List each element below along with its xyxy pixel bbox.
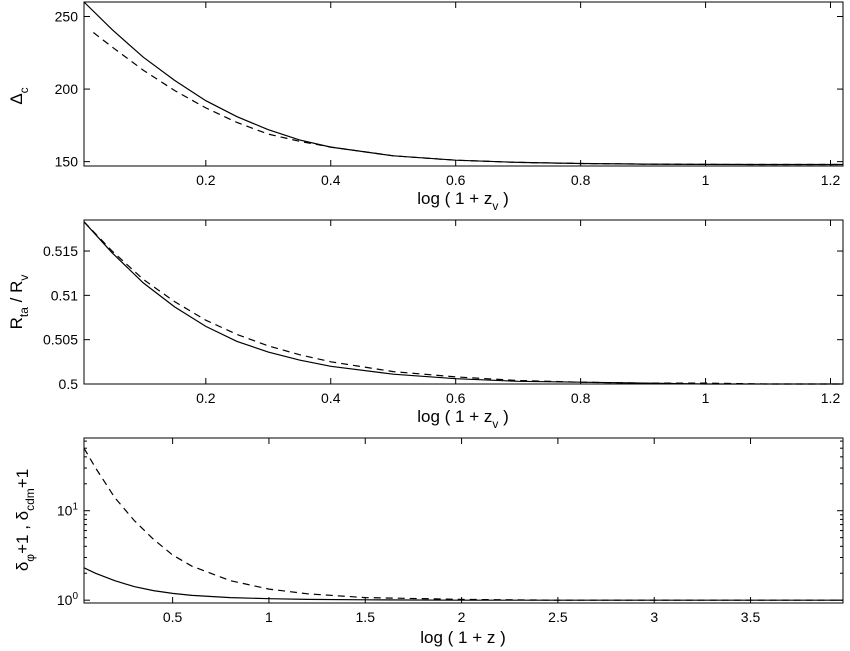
x-axis-label: log ( 1 + z ): [420, 628, 506, 647]
x-tick-label: 3: [650, 609, 658, 625]
y-tick-label: 0.5: [59, 376, 79, 392]
y-tick-label: 0.515: [43, 243, 78, 259]
x-tick-label: 0.4: [321, 172, 341, 188]
x-tick-label: 1: [702, 390, 710, 406]
series-line-solid: [83, 221, 843, 385]
y-tick-label: 150: [55, 154, 79, 170]
chart-panel-1: 0.2 0.4 0.6 0.8 1 1.2 150 200 250 log ( 1 + zv ) Δ…: [7, 1, 844, 213]
x-tick-label: 0.8: [571, 390, 591, 406]
y-axis-label: Δc: [7, 87, 31, 104]
x-tick-label: 0.2: [196, 172, 216, 188]
x-tick-label: 0.6: [446, 172, 466, 188]
x-axis-label: log ( 1 + zv ): [417, 407, 509, 431]
series-line-dashed: [83, 447, 843, 601]
y-tick-label: 100: [57, 591, 79, 608]
y-tick-label: 250: [55, 9, 79, 25]
x-tick-label: 1.2: [821, 390, 841, 406]
x-tick-label: 0.2: [196, 390, 216, 406]
y-tick-label: 0.505: [43, 332, 78, 348]
x-tick-label: 2.5: [548, 609, 568, 625]
x-tick-label: 0.4: [321, 390, 341, 406]
series-line-dashed: [93, 32, 843, 166]
x-tick-label: 0.6: [446, 390, 466, 406]
x-tick-label: 1: [265, 609, 273, 625]
x-tick-label: 0.5: [163, 609, 183, 625]
x-axis-label: log ( 1 + zv ): [417, 189, 509, 213]
series-line-solid: [83, 1, 843, 166]
plot-frame: [83, 1, 844, 167]
x-tick-label: 2: [458, 609, 466, 625]
x-tick-label: 3.5: [741, 609, 761, 625]
series-line-solid: [83, 567, 843, 601]
plot-frame: [83, 437, 844, 604]
x-tick-label: 1: [702, 172, 710, 188]
x-tick-label: 1.5: [356, 609, 376, 625]
x-tick-label: 0.8: [571, 172, 591, 188]
y-axis-label: Rta / Rv: [7, 275, 31, 330]
y-axis-label: δφ+1 , δcdm+1: [13, 469, 37, 571]
chart-panel-2: 0.2 0.4 0.6 0.8 1 1.2 0.5 0.505 0.51 0.515 log ( 1…: [7, 219, 844, 431]
y-tick-label: 101: [57, 502, 79, 519]
chart-panel-3: 0.5 1 1.5 2 2.5 3 3.5 100 101 log ( 1 + z ) δφ+1 ,…: [13, 437, 844, 647]
y-tick-label: 200: [55, 81, 79, 97]
x-tick-label: 1.2: [821, 172, 841, 188]
series-line-dashed: [83, 221, 843, 385]
y-tick-label: 0.51: [51, 287, 78, 303]
plot-frame: [83, 219, 844, 385]
